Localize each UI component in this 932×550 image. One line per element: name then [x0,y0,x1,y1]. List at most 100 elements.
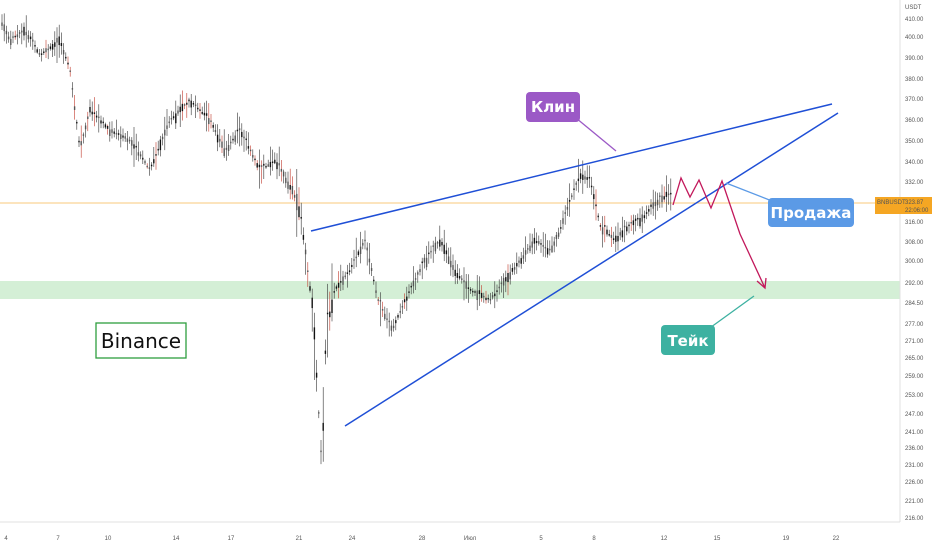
candle-body [282,171,285,177]
candle-body [450,260,452,268]
candle-body [359,246,362,254]
candle-body [148,167,151,169]
candle-body [258,164,261,168]
candle-body [128,139,131,142]
candle-body [67,62,69,65]
candle-body [513,267,516,270]
price-tick-label: 340.00 [905,160,924,166]
brand-box-border [95,322,187,359]
candle-body [27,35,30,40]
wedge-callout[interactable]: Клин [526,92,617,152]
candle-body [71,88,74,90]
candle-body [7,36,10,40]
candle-body [527,248,529,250]
candle-body [661,195,663,203]
candle-body [166,125,168,129]
candle-body [639,218,641,227]
candle-body [307,270,309,272]
price-axis[interactable]: USDT 410.00 400.00 390.00 380.00 370.00 360.0… [875,0,932,522]
candle-body [100,120,102,124]
candle-body [241,131,243,138]
candle-body [439,239,441,247]
candle-body [252,154,254,158]
candle-body [318,412,320,414]
candle-body [373,279,375,282]
candle-body [32,39,34,42]
candle-body [260,165,263,167]
candle-body [311,297,313,309]
sell-callout-label: Продажа [771,204,852,222]
candle-body [667,193,670,196]
candle-body [142,157,144,160]
candle-body [10,38,12,45]
candle-body [3,24,5,32]
candle-body [386,318,388,320]
wedge-upper-trendline[interactable] [310,103,833,232]
time-axis[interactable]: 4 7 10 14 17 21 24 28 Июл 5 8 12 15 19 22 [0,521,900,542]
candle-body [469,289,472,291]
candle-body [205,113,208,116]
candle-body [397,315,399,318]
candle-body [62,49,65,55]
candle-body [544,246,547,249]
candle-body [98,116,100,119]
candle-body [403,299,406,303]
candle-body [300,216,302,219]
candle-body [384,313,386,319]
time-tick-label: 5 [539,536,543,542]
candle-body [634,218,637,221]
candle-body [476,290,478,301]
candle-body [203,112,206,116]
candle-body [135,145,137,148]
candle-body [322,422,324,431]
candle-body [362,242,364,246]
price-tick-label: 410.00 [905,17,924,23]
candle-body [641,214,643,222]
candle-body [535,240,538,244]
candle-body [84,125,87,130]
candle-body [353,259,355,261]
time-tick-label: Июл [464,536,477,542]
price-tick-label: 332.00 [905,180,924,186]
price-tick-label: 308.00 [905,240,924,246]
candle-body [212,124,214,128]
candle-body [509,272,511,280]
price-tick-label: 292.00 [905,281,924,287]
price-tick-label: 316.00 [905,220,924,226]
candle-body [505,277,507,282]
candle-body [93,112,96,114]
candle-body [551,245,553,253]
candle-body [329,311,331,318]
candle-body [269,161,272,168]
candle-body [645,212,648,214]
candle-body [164,129,166,136]
brand-box: Binance [95,322,187,359]
wedge-lower-trendline[interactable] [344,112,839,427]
candle-body [161,136,164,140]
candle-body [150,164,153,167]
candle-body [36,49,38,53]
candle-body [230,141,232,144]
candle-body [216,134,219,143]
time-tick-label: 17 [228,536,235,542]
candle-body [434,242,437,252]
candles-layer [1,13,672,465]
candle-body [529,245,531,252]
candle-body [483,295,485,298]
candle-body [172,116,175,119]
sell-callout[interactable]: Продажа [725,182,854,227]
candle-body [51,44,54,50]
candle-body [181,103,184,112]
projection-zigzag[interactable] [672,176,766,289]
candle-body [342,276,344,285]
support-zone [0,281,900,299]
time-tick-label: 24 [349,536,356,542]
candle-body [595,204,597,207]
take-callout[interactable]: Тейк [661,295,755,355]
candle-body [494,293,496,297]
candle-body [582,174,584,180]
candle-body [249,149,252,152]
candle-body [612,238,615,241]
wedge-callout-box [526,92,580,122]
